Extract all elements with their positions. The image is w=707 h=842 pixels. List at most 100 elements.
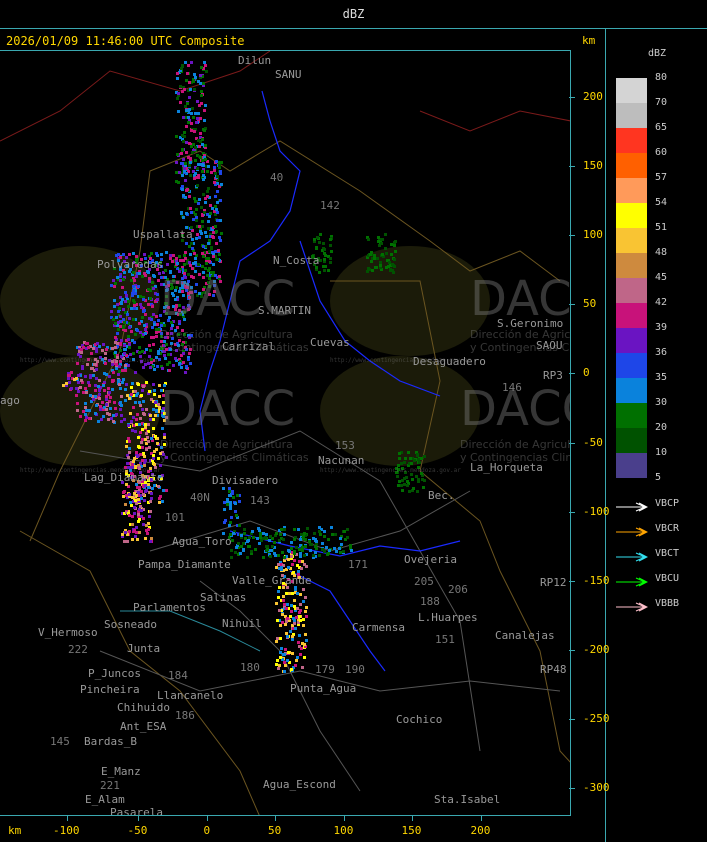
header-bar: dBZ <box>0 0 707 29</box>
x-tick-mark <box>138 815 139 821</box>
radar-echo-pixel <box>131 339 134 342</box>
province-border <box>19 530 260 815</box>
radar-echo-pixel <box>315 540 318 543</box>
radar-echo-pixel <box>144 484 147 487</box>
radar-echo-pixel <box>199 136 202 139</box>
radar-echo-pixel <box>142 310 145 313</box>
radar-echo-pixel <box>120 339 123 342</box>
radar-echo-pixel <box>343 530 346 533</box>
radar-echo-pixel <box>150 358 153 361</box>
radar-echo-pixel <box>179 69 182 72</box>
radar-echo-pixel <box>254 548 257 551</box>
radar-echo-pixel <box>413 459 416 462</box>
radar-echo-pixel <box>92 374 95 377</box>
radar-echo-pixel <box>94 389 97 392</box>
radar-echo-pixel <box>172 364 175 367</box>
radar-echo-pixel <box>62 384 65 387</box>
radar-echo-pixel <box>136 329 139 332</box>
radar-echo-pixel <box>141 474 144 477</box>
radar-echo-pixel <box>193 130 196 133</box>
radar-echo-pixel <box>366 270 369 273</box>
legend-level-label: 57 <box>655 172 668 183</box>
radar-echo-pixel <box>127 424 130 427</box>
x-tick-label: -100 <box>53 824 80 837</box>
radar-echo-pixel <box>216 219 219 222</box>
country-border <box>419 110 570 132</box>
place-label: SAOU <box>536 339 563 352</box>
radar-echo-pixel <box>236 524 239 527</box>
radar-echo-pixel <box>203 209 206 212</box>
radar-echo-pixel <box>148 355 151 358</box>
radar-echo-pixel <box>187 64 190 67</box>
radar-echo-pixel <box>178 322 181 325</box>
radar-echo-pixel <box>288 592 291 595</box>
radar-echo-pixel <box>404 471 407 474</box>
river <box>199 90 301 452</box>
radar-echo-pixel <box>327 269 330 272</box>
radar-echo-pixel <box>142 307 145 310</box>
radar-echo-pixel <box>150 336 153 339</box>
radar-echo-pixel <box>182 341 185 344</box>
radar-echo-pixel <box>115 363 118 366</box>
radar-echo-pixel <box>318 526 321 529</box>
radar-echo-pixel <box>140 264 143 267</box>
radar-echo-pixel <box>170 321 173 324</box>
radar-echo-pixel <box>291 624 294 627</box>
radar-echo-pixel <box>285 632 288 635</box>
radar-echo-pixel <box>185 348 188 351</box>
radar-echo-pixel <box>116 324 119 327</box>
radar-echo-pixel <box>200 90 203 93</box>
radar-echo-pixel <box>187 121 190 124</box>
radar-echo-pixel <box>125 339 128 342</box>
radar-echo-pixel <box>157 410 160 413</box>
radar-echo-pixel <box>159 314 162 317</box>
radar-echo-pixel <box>373 257 376 260</box>
radar-echo-pixel <box>137 464 140 467</box>
radar-echo-pixel <box>212 226 215 229</box>
radar-echo-pixel <box>77 374 80 377</box>
radar-echo-pixel <box>203 286 206 289</box>
radar-echo-pixel <box>118 307 121 310</box>
radar-echo-pixel <box>165 489 168 492</box>
radar-echo-pixel <box>166 363 169 366</box>
radar-echo-pixel <box>293 552 296 555</box>
radar-echo-pixel <box>135 303 138 306</box>
radar-echo-pixel <box>140 258 143 261</box>
radar-echo-pixel <box>163 443 166 446</box>
radar-echo-pixel <box>415 475 418 478</box>
radar-echo-pixel <box>103 389 106 392</box>
radar-echo-pixel <box>130 330 133 333</box>
radar-echo-pixel <box>329 257 332 260</box>
radar-echo-pixel <box>188 108 191 111</box>
radar-echo-pixel <box>294 589 297 592</box>
radar-echo-pixel <box>318 241 321 244</box>
radar-echo-pixel <box>131 523 134 526</box>
radar-echo-pixel <box>113 267 116 270</box>
radar-echo-pixel <box>153 393 156 396</box>
radar-echo-pixel <box>250 550 253 553</box>
radar-map[interactable]: Dilun SANU Uspallata Polvaredas N_Costa S.MAR… <box>0 50 571 816</box>
radar-echo-pixel <box>262 532 265 535</box>
radar-echo-pixel <box>157 319 160 322</box>
radar-echo-pixel <box>214 195 217 198</box>
radar-echo-pixel <box>112 420 115 423</box>
radar-echo-pixel <box>291 563 294 566</box>
radar-echo-pixel <box>298 634 301 637</box>
radar-echo-pixel <box>286 586 289 589</box>
radar-echo-pixel <box>85 347 88 350</box>
radar-echo-pixel <box>211 228 214 231</box>
watermark-line1: Dirección de Agricultura <box>470 328 571 341</box>
radar-echo-pixel <box>367 238 370 241</box>
radar-echo-pixel <box>305 553 308 556</box>
radar-echo-pixel <box>293 619 296 622</box>
x-axis-unit: km <box>8 824 22 837</box>
radar-echo-pixel <box>98 345 101 348</box>
radar-echo-pixel <box>135 264 138 267</box>
radar-echo-pixel <box>192 262 195 265</box>
radar-echo-pixel <box>162 271 165 274</box>
radar-echo-pixel <box>107 393 110 396</box>
radar-echo-pixel <box>127 300 130 303</box>
radar-echo-pixel <box>182 350 185 353</box>
radar-name: VBCT <box>655 548 680 559</box>
radar-echo-pixel <box>121 381 124 384</box>
